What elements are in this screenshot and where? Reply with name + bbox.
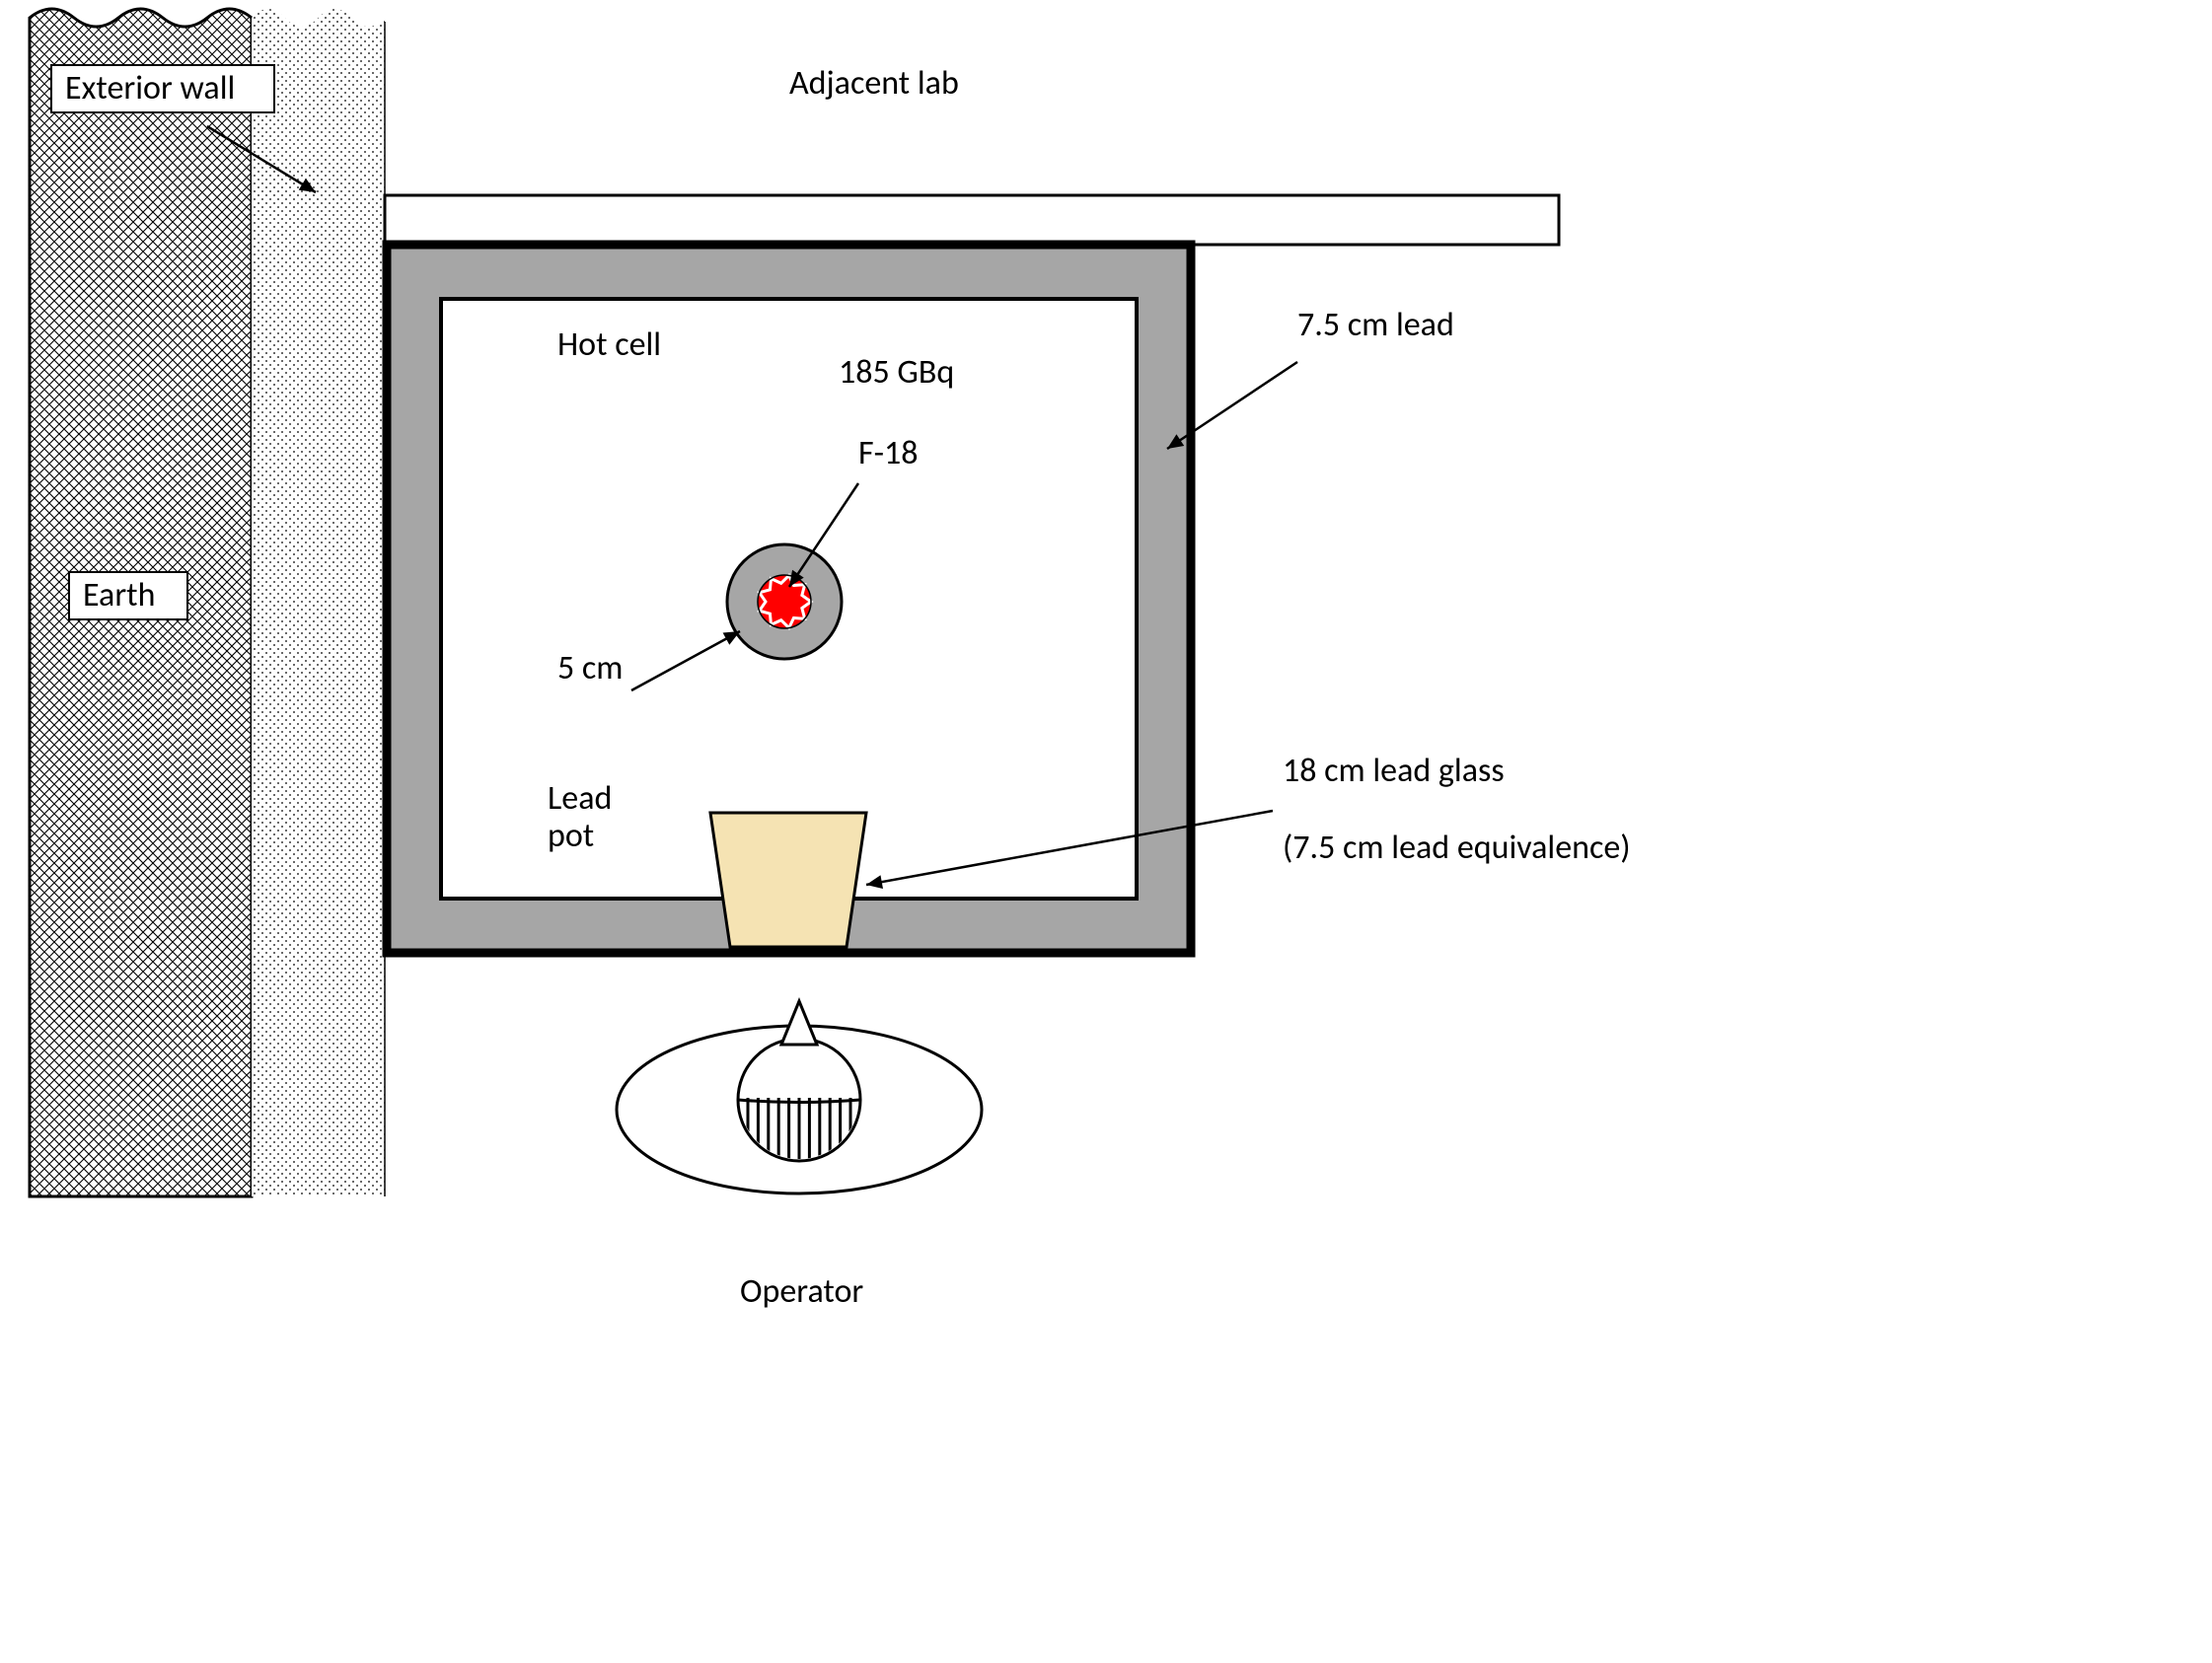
lead-pot-label: pot xyxy=(548,816,594,856)
exterior-wall-label: Exterior wall xyxy=(65,68,235,108)
earth-label: Earth xyxy=(83,575,155,615)
lead-pot-thickness-label: 5 cm xyxy=(557,648,623,688)
source-isotope-label: F-18 xyxy=(858,433,919,473)
source-activity-label: 185 GBq xyxy=(839,352,954,393)
hot-cell-label: Hot cell xyxy=(557,325,661,365)
earth-region: Earth xyxy=(30,9,252,1196)
operator-label: Operator xyxy=(740,1271,863,1312)
partition-wall xyxy=(385,195,1559,245)
operator-nose xyxy=(781,1001,817,1045)
lead-thickness-label: 7.5 cm lead xyxy=(1297,305,1454,345)
lead-glass-window xyxy=(710,813,866,947)
adjacent-lab-label: Adjacent lab xyxy=(789,63,959,104)
lead-glass-label: 18 cm lead glass xyxy=(1283,751,1505,791)
lead-pot-label: Lead xyxy=(548,778,612,819)
lead-glass-equiv-label: (7.5 cm lead equivalence) xyxy=(1283,828,1631,868)
operator-icon: Operator xyxy=(617,1001,982,1312)
